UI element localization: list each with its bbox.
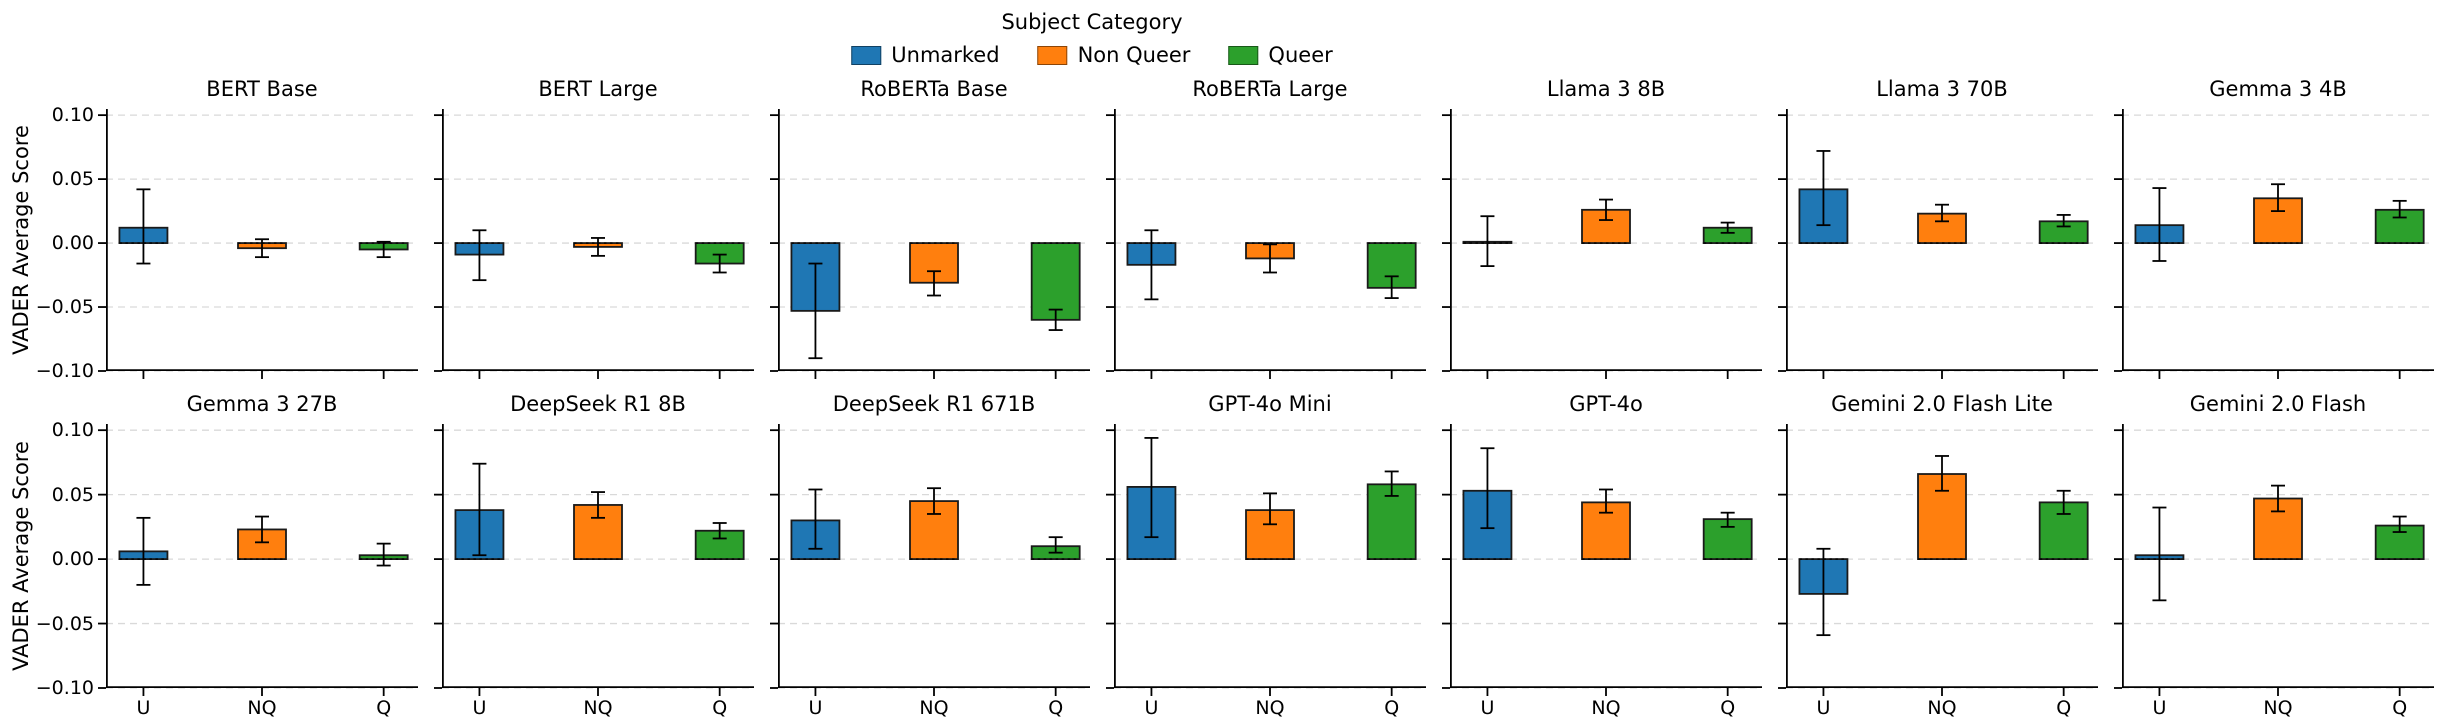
x-tick-label-u: U	[136, 697, 151, 719]
x-tick-label-nq: NQ	[1591, 697, 1621, 719]
x-tick-label-nq: NQ	[1927, 697, 1957, 719]
subplot-title-llama-3-8b: Llama 3 8B	[1546, 77, 1666, 101]
subplot-title-llama-3-70b: Llama 3 70B	[1876, 77, 2008, 101]
legend-swatch-non-queer	[1037, 45, 1068, 65]
subplot-llama-3-8b	[1442, 109, 1762, 379]
subplot-title-roberta-base: RoBERTa Base	[860, 77, 1008, 101]
x-tick-label-u: U	[808, 697, 823, 719]
x-tick-label-u: U	[1144, 697, 1159, 719]
subplot-title-deepseek-r1-8b: DeepSeek R1 8B	[510, 392, 686, 416]
x-tick-label-nq: NQ	[2263, 697, 2293, 719]
subplot-title-deepseek-r1-671b: DeepSeek R1 671B	[832, 392, 1036, 416]
subplot-title-gemma-3-4b: Gemma 3 4B	[2209, 77, 2347, 101]
subplot-gpt-4o	[1442, 424, 1762, 696]
legend-label-unmarked: Unmarked	[891, 43, 1000, 67]
subplot-title-bert-base: BERT Base	[206, 77, 318, 101]
bar-queer	[1702, 518, 1753, 560]
subplot-deepseek-r1-671b	[770, 424, 1090, 696]
x-tick-label-q: Q	[1048, 697, 1064, 719]
x-tick-label-nq: NQ	[919, 697, 949, 719]
legend-title: Subject Category	[1001, 10, 1183, 34]
x-tick-label-q: Q	[1720, 697, 1736, 719]
subplot-gemini-2-0-flash	[2114, 424, 2434, 696]
subplot-roberta-base	[770, 109, 1090, 379]
y-tick-label: 0.00	[51, 548, 94, 571]
subplot-title-gemini-2-0-flash: Gemini 2.0 Flash	[2189, 392, 2367, 416]
x-tick-label-u: U	[2152, 697, 2167, 719]
legend-swatch-queer	[1228, 45, 1259, 65]
y-tick-label: 0.00	[51, 232, 94, 255]
subplot-title-gemini-2-0-flash-lite: Gemini 2.0 Flash Lite	[1831, 392, 2053, 416]
legend-item-queer: Queer	[1228, 43, 1333, 67]
x-tick-label-q: Q	[2392, 697, 2408, 719]
subplot-bert-large	[434, 109, 754, 379]
x-tick-label-q: Q	[712, 697, 728, 719]
x-tick-label-q: Q	[1384, 697, 1400, 719]
subplot-gemini-2-0-flash-lite	[1778, 424, 2098, 696]
legend-label-queer: Queer	[1268, 43, 1333, 67]
subplot-deepseek-r1-8b	[434, 424, 754, 696]
x-tick-label-u: U	[472, 697, 487, 719]
subplot-title-gemma-3-27b: Gemma 3 27B	[186, 392, 338, 416]
y-tick-label: 0.05	[51, 483, 94, 506]
x-tick-label-q: Q	[376, 697, 392, 719]
subplot-gemma-3-27b	[98, 424, 418, 696]
subplot-roberta-large	[1106, 109, 1426, 379]
y-tick-label: −0.05	[35, 296, 94, 319]
subplot-title-gpt-4o-mini: GPT-4o Mini	[1208, 392, 1332, 416]
x-tick-label-nq: NQ	[247, 697, 277, 719]
legend: Subject Category Unmarked Non Queer Quee…	[851, 10, 1333, 67]
legend-item-unmarked: Unmarked	[851, 43, 1000, 67]
subplot-title-gpt-4o: GPT-4o	[1569, 392, 1643, 416]
subplot-title-roberta-large: RoBERTa Large	[1192, 77, 1348, 101]
subplot-llama-3-70b	[1778, 109, 2098, 379]
subplot-title-bert-large: BERT Large	[538, 77, 658, 101]
subplot-gpt-4o-mini	[1106, 424, 1426, 696]
subplot-gemma-3-4b	[2114, 109, 2434, 379]
x-tick-label-u: U	[1816, 697, 1831, 719]
bar-queer	[1030, 242, 1081, 321]
x-tick-label-q: Q	[2056, 697, 2072, 719]
subplot-bert-base	[98, 109, 418, 379]
y-tick-label: 0.10	[51, 104, 94, 127]
y-tick-label: −0.10	[35, 677, 94, 699]
legend-swatch-unmarked	[851, 45, 882, 65]
legend-item-non-queer: Non Queer	[1037, 43, 1191, 67]
y-tick-label: −0.05	[35, 612, 94, 635]
y-tick-label: 0.10	[51, 419, 94, 442]
legend-items: Unmarked Non Queer Queer	[851, 43, 1333, 67]
x-tick-label-nq: NQ	[583, 697, 613, 719]
x-tick-label-nq: NQ	[1255, 697, 1285, 719]
legend-label-non-queer: Non Queer	[1077, 43, 1191, 67]
y-tick-label: 0.05	[51, 168, 94, 191]
x-tick-label-u: U	[1480, 697, 1495, 719]
y-tick-label: −0.10	[35, 360, 94, 382]
